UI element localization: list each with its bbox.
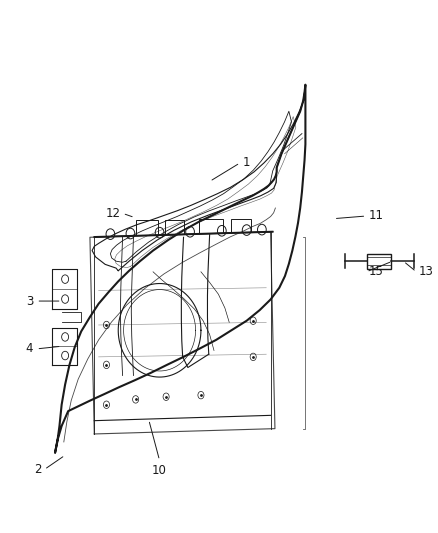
Text: 2: 2	[35, 463, 42, 476]
Text: 1: 1	[242, 156, 250, 169]
Text: 11: 11	[368, 209, 384, 222]
Text: 10: 10	[152, 464, 167, 477]
Bar	[230, 219, 251, 232]
Text: 4: 4	[26, 342, 33, 356]
Text: 3: 3	[26, 295, 33, 308]
Bar	[199, 219, 223, 233]
Bar	[136, 220, 158, 235]
Bar	[165, 220, 184, 233]
Text: 13: 13	[419, 265, 434, 278]
Text: 12: 12	[106, 207, 120, 220]
Text: 15: 15	[368, 265, 383, 278]
Bar	[367, 254, 392, 269]
